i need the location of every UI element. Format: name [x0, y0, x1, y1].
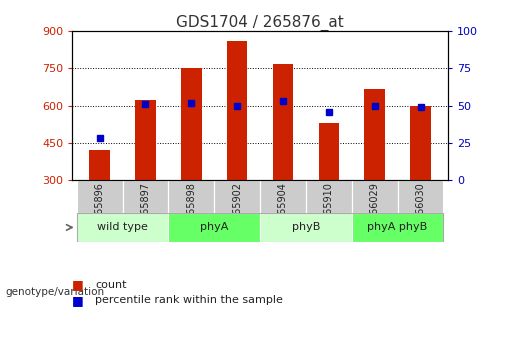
Bar — [123, 180, 168, 213]
Text: phyA phyB: phyA phyB — [368, 223, 428, 233]
Bar — [89, 150, 110, 180]
Bar — [214, 180, 260, 213]
Bar — [168, 180, 214, 213]
Text: GSM66029: GSM66029 — [370, 182, 380, 235]
Bar — [227, 41, 248, 180]
Text: GSM65896: GSM65896 — [95, 182, 105, 235]
Title: GDS1704 / 265876_at: GDS1704 / 265876_at — [176, 15, 344, 31]
Text: GSM65902: GSM65902 — [232, 182, 242, 235]
Text: ■: ■ — [72, 278, 84, 291]
Bar — [260, 213, 352, 242]
Bar — [168, 213, 260, 242]
Text: phyB: phyB — [291, 223, 320, 233]
Bar — [181, 68, 201, 180]
Bar — [365, 89, 385, 180]
Text: GSM65897: GSM65897 — [141, 182, 150, 235]
Text: percentile rank within the sample: percentile rank within the sample — [95, 295, 283, 305]
Bar — [352, 213, 443, 242]
Text: phyA: phyA — [200, 223, 229, 233]
Bar — [352, 180, 398, 213]
Text: ■: ■ — [72, 294, 84, 307]
Bar — [272, 64, 294, 180]
Bar — [398, 180, 443, 213]
Bar — [77, 213, 168, 242]
Bar — [260, 180, 306, 213]
Text: GSM65898: GSM65898 — [186, 182, 196, 235]
Text: GSM66030: GSM66030 — [416, 182, 425, 235]
Bar — [306, 180, 352, 213]
Bar — [319, 123, 339, 180]
Text: GSM65910: GSM65910 — [324, 182, 334, 235]
Text: genotype/variation: genotype/variation — [5, 287, 104, 296]
Text: count: count — [95, 280, 127, 289]
Text: GSM65904: GSM65904 — [278, 182, 288, 235]
Text: wild type: wild type — [97, 223, 148, 233]
Bar — [410, 106, 431, 180]
Bar — [77, 180, 123, 213]
Bar — [135, 100, 156, 180]
